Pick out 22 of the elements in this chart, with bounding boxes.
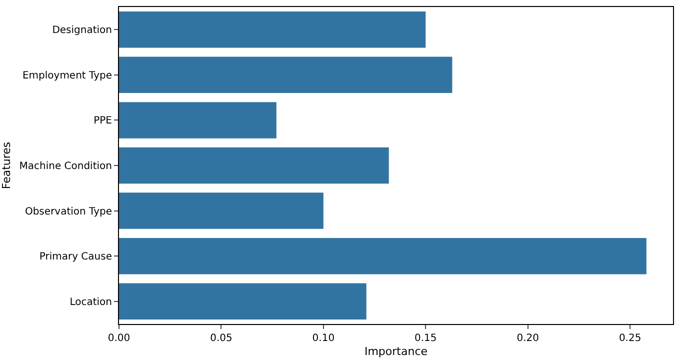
y-tick-label: Observation Type (24, 206, 112, 218)
x-tick-label: 0.25 (618, 333, 642, 344)
x-tick-label: 0.10 (312, 333, 335, 344)
y-tick-label: PPE (94, 116, 112, 127)
y-tick-label: Machine Condition (19, 161, 112, 172)
y-tick-label: Designation (52, 25, 112, 36)
x-tick-label: 0.00 (108, 333, 130, 344)
y-tick-label: Employment Type (22, 70, 112, 82)
bar (119, 12, 426, 48)
x-axis-title: Importance (364, 345, 428, 358)
y-tick-label: Location (70, 296, 112, 308)
bar (119, 56, 452, 94)
bar (119, 192, 324, 229)
bar (119, 238, 646, 274)
y-tick-label: Primary Cause (39, 252, 112, 263)
x-tick-label: 0.20 (516, 333, 539, 344)
x-tick-label: 0.15 (414, 333, 437, 344)
x-tick-label: 0.05 (210, 333, 232, 344)
bar (119, 147, 389, 184)
y-axis-title: Features (0, 142, 13, 190)
bar (119, 102, 276, 138)
bar (119, 283, 366, 320)
